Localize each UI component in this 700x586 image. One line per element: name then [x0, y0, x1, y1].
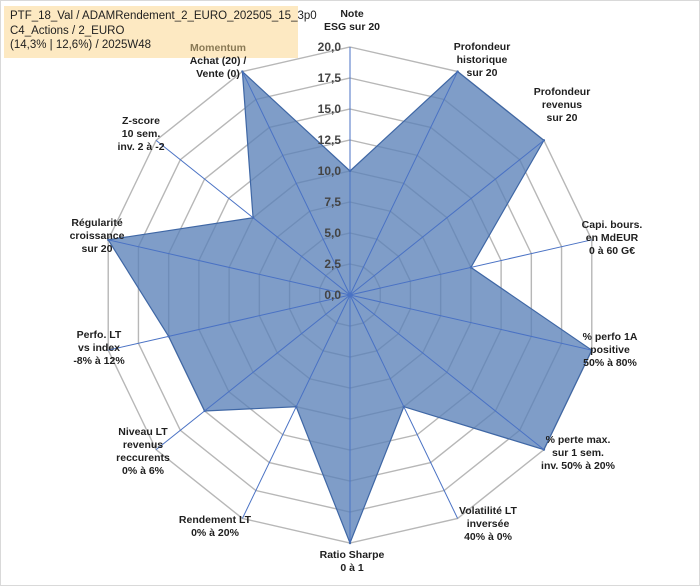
axis-label-11: Régularité croissance sur 20: [70, 217, 125, 255]
axis-label-12: Z-score 10 sem. inv. 2 à -2: [117, 115, 164, 153]
tick-label-6: 15,0: [318, 102, 342, 116]
tick-label-5: 12,5: [318, 133, 342, 147]
axis-label-10-line-0: Perfo. LT: [77, 329, 122, 341]
spoke-8: [241, 294, 351, 519]
tick-label-4: 10,0: [318, 164, 342, 178]
title-line-portfolio: PTF_18_Val / ADAMRendement_2_EURO_202505…: [10, 10, 317, 22]
spoke-9: [155, 294, 351, 451]
spoke-3: [349, 239, 592, 296]
title-line-stats: (14,3% | 12,6%) / 2025W48: [10, 39, 152, 51]
axis-label-12-line-1: 10 sem.: [122, 128, 161, 140]
tick-label-3: 7,5: [324, 195, 341, 209]
axis-label-2: Profondeur revenus sur 20: [534, 86, 591, 124]
axis-label-6-line-1: inversée: [467, 518, 510, 530]
axis-label-10-line-2: -8% à 12%: [73, 355, 125, 367]
spoke-6: [349, 294, 459, 519]
axis-label-5-line-1: sur 1 sem.: [552, 447, 604, 459]
spoke-4: [349, 294, 592, 351]
axis-label-13-line-0: Momentum: [190, 42, 246, 54]
axis-label-13: Momentum Achat (20) / Vente (0): [190, 42, 247, 80]
axis-label-8: Rendement LT 0% à 20%: [179, 514, 252, 539]
spoke-2: [349, 139, 545, 296]
axis-label-0-line-0: Note: [340, 8, 363, 20]
axis-label-9-line-0: Niveau LT: [118, 426, 168, 438]
axis-label-12-line-2: inv. 2 à -2: [117, 141, 164, 153]
axis-label-4-line-1: positive: [590, 344, 630, 356]
axis-label-6-line-2: 40% à 0%: [464, 531, 513, 543]
spoke-10: [108, 294, 351, 351]
axis-label-5: % perte max. sur 1 sem. inv. 50% à 20%: [541, 434, 616, 472]
axis-label-5-line-0: % perte max.: [546, 434, 611, 446]
chart-title-box: PTF_18_Val / ADAMRendement_2_EURO_202505…: [4, 6, 317, 58]
axis-label-9-line-3: 0% à 6%: [122, 465, 165, 477]
axis-label-12-line-0: Z-score: [122, 115, 160, 127]
axis-label-8-line-1: 0% à 20%: [191, 527, 240, 539]
tick-label-8: 20,0: [318, 40, 342, 54]
axis-label-2-line-1: revenus: [542, 99, 582, 111]
tick-label-0: 0,0: [324, 288, 341, 302]
spoke-5: [349, 294, 545, 451]
radar-spokes: [108, 47, 592, 543]
axis-label-4-line-2: 50% à 80%: [583, 357, 637, 369]
axis-label-0: Note ESG sur 20: [324, 8, 380, 33]
axis-label-2-line-2: sur 20: [547, 112, 578, 124]
axis-label-4: % perfo 1A positive 50% à 80%: [583, 331, 638, 369]
axis-label-6: Volatilité LT inversée 40% à 0%: [459, 505, 518, 543]
axis-label-8-line-0: Rendement LT: [179, 514, 252, 526]
axis-label-9: Niveau LT revenus reccurents 0% à 6%: [116, 426, 170, 477]
spoke-11: [108, 239, 351, 296]
title-line-category: C4_Actions / 2_EURO: [10, 24, 125, 37]
axis-label-13-line-2: Vente (0): [196, 68, 240, 80]
axis-label-0-line-1: ESG sur 20: [324, 21, 380, 33]
axis-label-5-line-2: inv. 50% à 20%: [541, 460, 616, 472]
axis-label-7-line-0: Ratio Sharpe: [320, 549, 385, 561]
spoke-13: [241, 71, 351, 296]
axis-label-7-line-1: 0 à 1: [340, 562, 364, 574]
axis-label-3-line-2: 0 à 60 G€: [589, 245, 635, 257]
axis-label-2-line-0: Profondeur: [534, 86, 591, 98]
axis-label-11-line-2: sur 20: [82, 243, 113, 255]
axis-label-10: Perfo. LT vs index -8% à 12%: [73, 329, 125, 367]
tick-label-1: 2,5: [324, 257, 341, 271]
axis-label-1-line-0: Profondeur: [454, 41, 511, 53]
axis-label-9-line-2: reccurents: [116, 452, 170, 464]
axis-label-3: Capi. bours. en MdEUR 0 à 60 G€: [582, 219, 643, 257]
axis-label-9-line-1: revenus: [123, 439, 163, 451]
axis-label-10-line-1: vs index: [78, 342, 120, 354]
spoke-12: [155, 139, 351, 296]
axis-label-11-line-1: croissance: [70, 230, 125, 242]
tick-label-7: 17,5: [318, 71, 342, 85]
axis-label-3-line-1: en MdEUR: [586, 232, 639, 244]
axis-label-1: Profondeur historique sur 20: [454, 41, 511, 79]
axis-label-1-line-1: historique: [457, 54, 508, 66]
radar-tick-labels: 0,0 2,5 5,0 7,5 10,0 12,5 15,0 17,5 20,0: [318, 40, 342, 302]
spoke-1: [349, 71, 459, 296]
tick-label-2: 5,0: [324, 226, 341, 240]
axis-label-13-line-1: Achat (20) /: [190, 55, 247, 67]
axis-label-1-line-2: sur 20: [467, 67, 498, 79]
axis-label-7: Ratio Sharpe 0 à 1: [320, 549, 385, 574]
axis-label-11-line-0: Régularité: [71, 217, 123, 229]
axis-label-3-line-0: Capi. bours.: [582, 219, 643, 231]
axis-label-4-line-0: % perfo 1A: [583, 331, 638, 343]
axis-label-6-line-0: Volatilité LT: [459, 505, 518, 517]
